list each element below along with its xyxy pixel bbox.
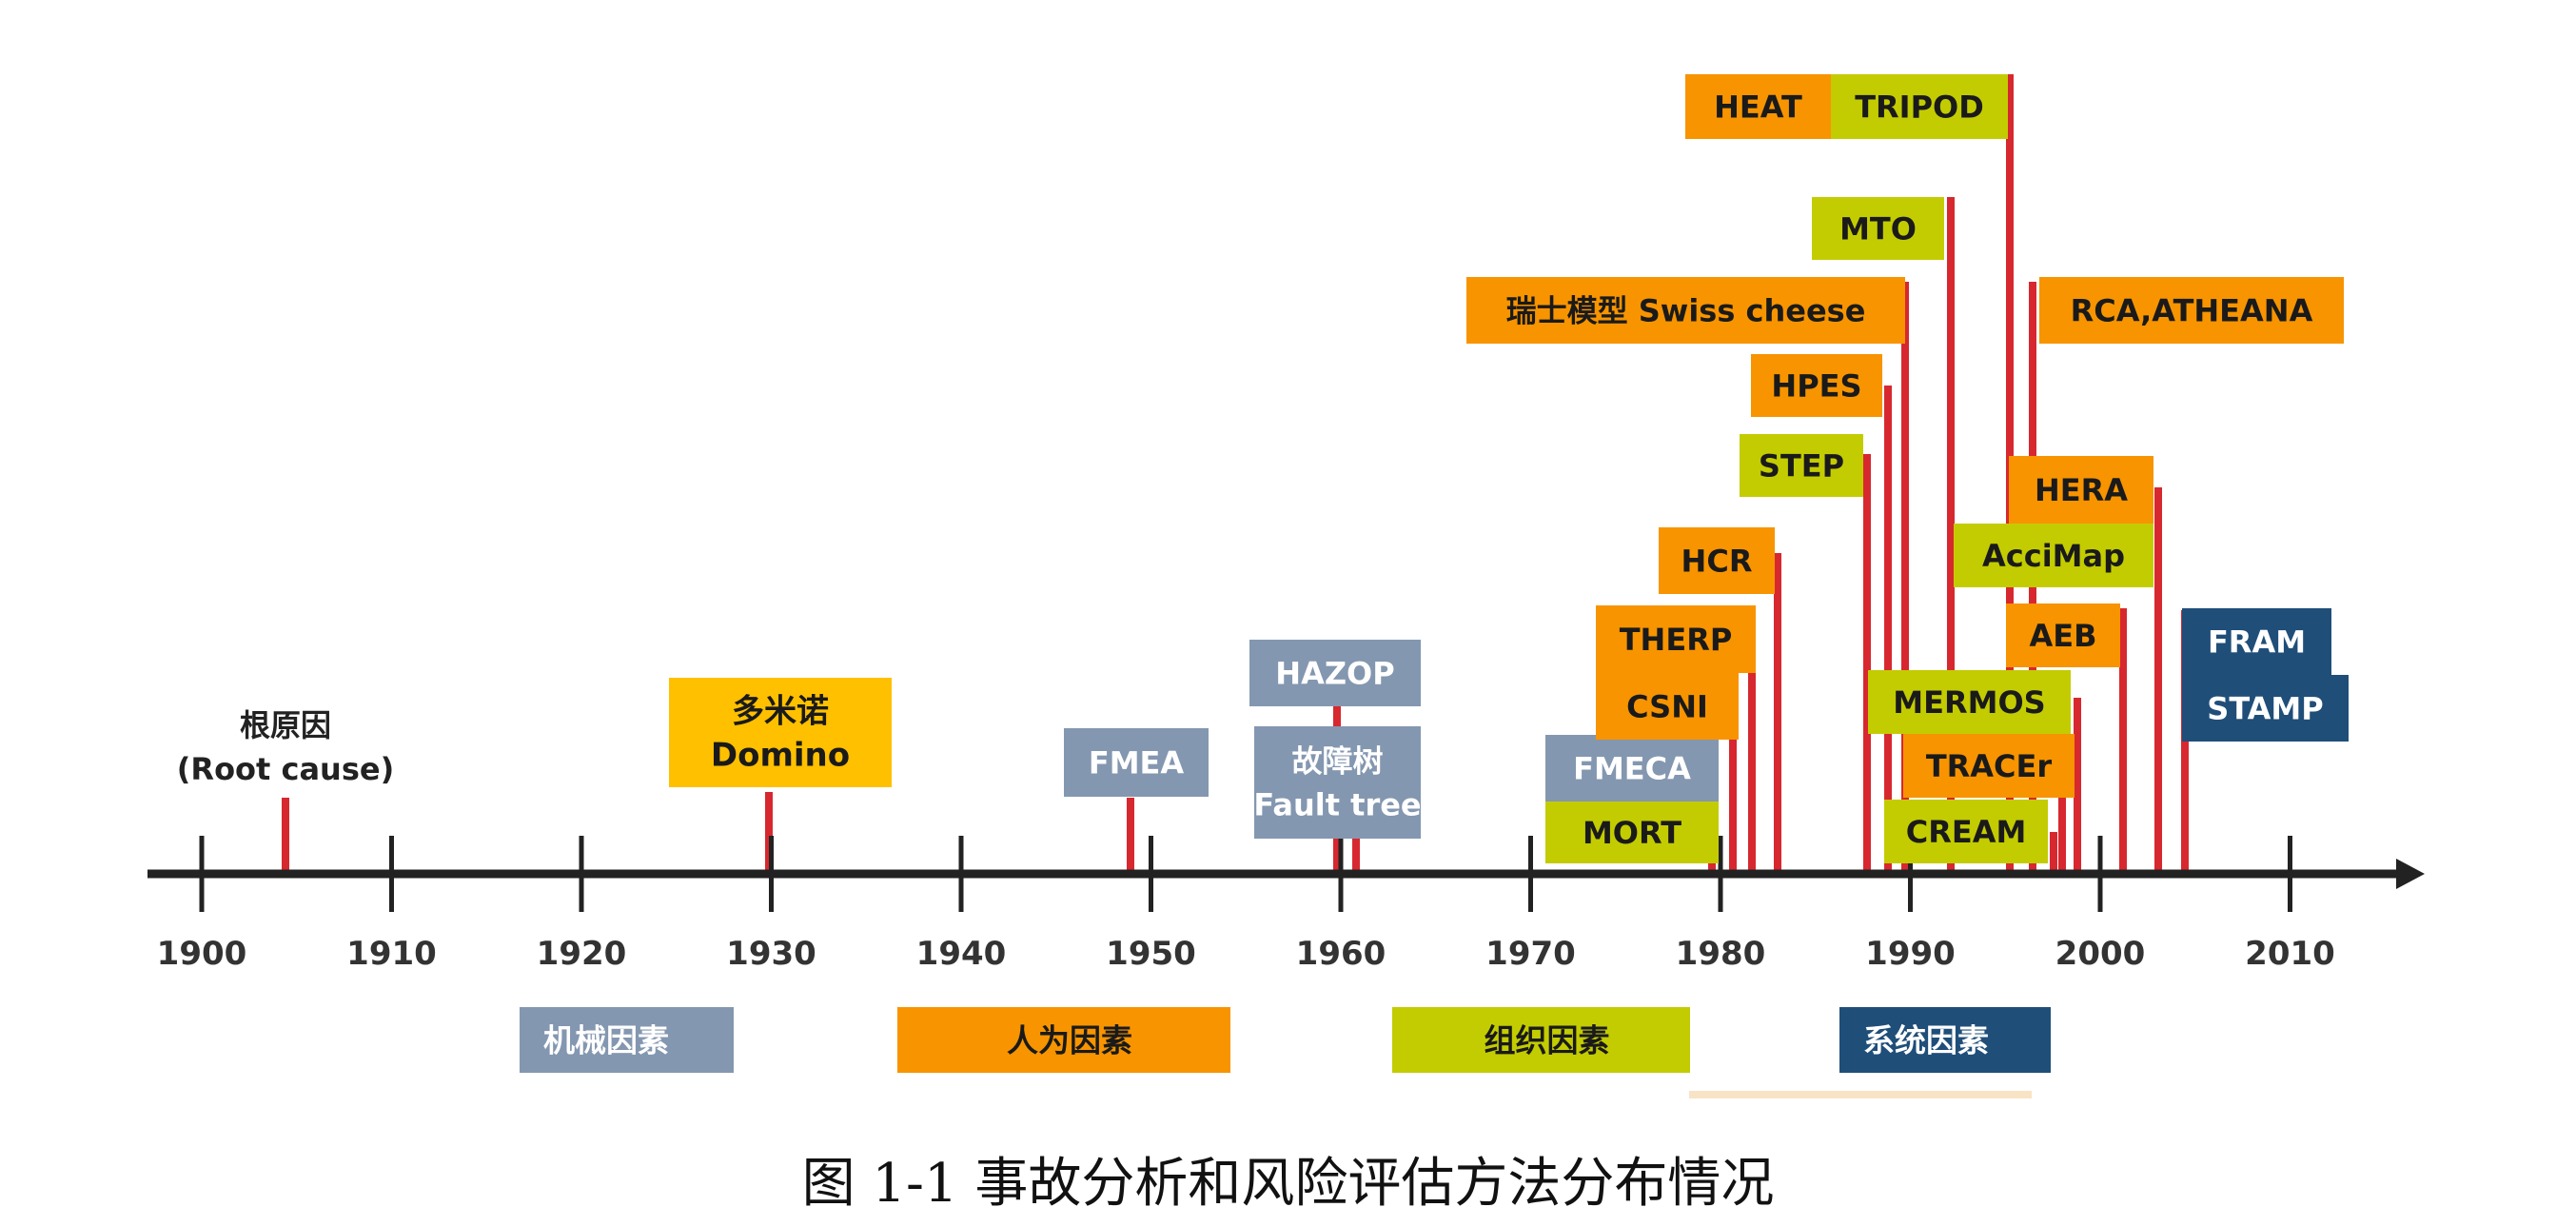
method-21-box <box>1903 734 2075 798</box>
method-2-label: FMEA <box>1089 745 1185 782</box>
method-15-label: TRIPOD <box>1855 89 1984 126</box>
method-14-label: HEAT <box>1714 89 1802 126</box>
tick-label-1990: 1990 <box>1865 935 1956 973</box>
method-5-box <box>1545 735 1719 802</box>
legend-label-1: 人为因素 <box>1007 1022 1132 1059</box>
method-10-label: STEP <box>1759 448 1844 485</box>
method-11-box <box>1751 354 1882 417</box>
method-4-label: Fault tree <box>1253 787 1421 823</box>
method-9-box <box>1659 527 1775 594</box>
method-2-box <box>1064 728 1209 797</box>
method-21-label: TRACEr <box>1926 748 2053 784</box>
method-6-label: MORT <box>1583 815 1681 851</box>
tick-label-1920: 1920 <box>537 935 627 973</box>
method-8-box <box>1596 605 1756 673</box>
legend-swatch-0 <box>520 1007 734 1073</box>
method-0-label: (Root cause) <box>177 751 394 787</box>
tick-label-2010: 2010 <box>2245 935 2335 973</box>
method-18-label: HERA <box>2035 472 2128 508</box>
axis-arrow <box>2396 859 2425 889</box>
method-17-label: AcciMap <box>1982 538 2125 574</box>
method-20-label: MERMOS <box>1893 684 2045 721</box>
legend-label-0: 机械因素 <box>543 1022 669 1059</box>
method-4-box <box>1254 726 1421 839</box>
method-13-box <box>1812 197 1944 260</box>
method-12-label: 瑞士模型 Swiss cheese <box>1506 293 1866 329</box>
method-19-box <box>2006 604 2120 667</box>
method-8-label: THERP <box>1620 622 1733 658</box>
method-20-box <box>1868 670 2071 734</box>
tick-label-1950: 1950 <box>1106 935 1196 973</box>
method-22-box <box>1884 800 2048 863</box>
method-16-box <box>2039 277 2344 344</box>
tick-label-1930: 1930 <box>726 935 816 973</box>
method-14-box <box>1685 74 1831 139</box>
legend-swatch-3 <box>1839 1007 2051 1073</box>
tick-label-1940: 1940 <box>916 935 1007 973</box>
figure-caption: 图 1-1 事故分析和风险评估方法分布情况 <box>801 1153 1775 1215</box>
method-22-label: CREAM <box>1906 814 2027 850</box>
method-15-box <box>1831 74 2008 139</box>
method-23-box <box>2182 608 2331 675</box>
tick-label-1970: 1970 <box>1485 935 1576 973</box>
method-3-label: HAZOP <box>1275 656 1394 692</box>
method-11-label: HPES <box>1771 368 1861 405</box>
tick-label-2000: 2000 <box>2055 935 2146 973</box>
method-7-label: CSNI <box>1626 689 1708 725</box>
method-24-label: STAMP <box>2207 691 2323 727</box>
tick-label-1980: 1980 <box>1676 935 1766 973</box>
method-4-label: 故障树 <box>1291 743 1383 780</box>
legend-label-2: 组织因素 <box>1485 1022 1610 1059</box>
time-axis: 1900 1910 1920 1930 1940 1950 1960 1970 1980 1990… <box>147 836 2425 973</box>
tick-label-1900: 1900 <box>157 935 247 973</box>
method-6-box <box>1545 802 1719 863</box>
method-18-box <box>2009 456 2153 524</box>
method-23-label: FRAM <box>2208 624 2306 661</box>
legend-swatch-2 <box>1392 1007 1690 1073</box>
method-16-label: RCA,ATHEANA <box>2071 293 2313 329</box>
method-1-label: Domino <box>711 737 850 775</box>
legend-divider <box>1689 1091 2032 1098</box>
method-17-box <box>1954 524 2153 587</box>
legend-swatch-1 <box>897 1007 1230 1073</box>
method-7-box <box>1596 673 1739 740</box>
legend-label-3: 系统因素 <box>1863 1022 1989 1059</box>
method-9-label: HCR <box>1681 544 1753 580</box>
method-5-label: FMECA <box>1573 751 1691 787</box>
tick-label-1910: 1910 <box>346 935 437 973</box>
method-1-box <box>669 678 892 787</box>
tick-label-1960: 1960 <box>1296 935 1386 973</box>
method-0-label: 根原因 <box>240 707 331 743</box>
method-13-label: MTO <box>1839 211 1917 247</box>
method-10-box <box>1740 434 1863 497</box>
method-12-box <box>1466 277 1905 344</box>
method-3-box <box>1249 640 1421 706</box>
category-legend: 机械因素 人为因素 组织因素 系统因素 <box>520 1007 2051 1098</box>
method-24-box <box>2182 675 2349 742</box>
method-19-label: AEB <box>2029 618 2096 654</box>
method-markers <box>282 74 2189 876</box>
method-labels: 根原因 (Root cause) 多米诺 Domino FMEA HAZOP 故障树 Faul… <box>177 74 2349 863</box>
method-1-label: 多米诺 <box>732 693 829 731</box>
